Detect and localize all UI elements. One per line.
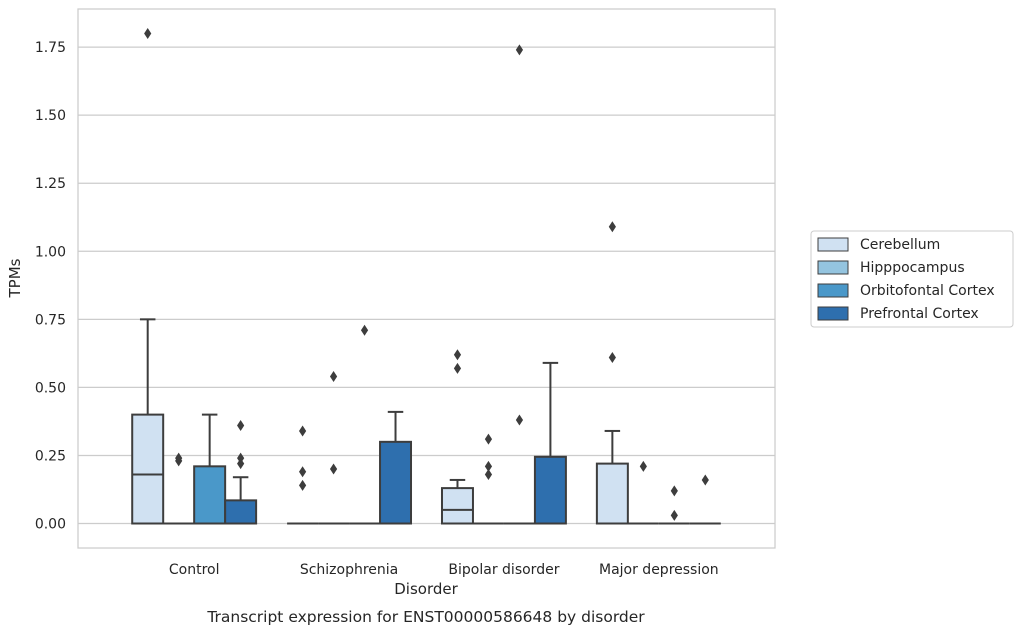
outlier-point xyxy=(237,420,245,431)
box-layer xyxy=(131,318,721,525)
outlier-point xyxy=(515,44,524,56)
box-group xyxy=(595,429,629,525)
box xyxy=(193,465,227,525)
outlier-point xyxy=(329,463,338,475)
box-group xyxy=(224,476,258,525)
legend-swatch xyxy=(817,237,849,252)
outlier-layer xyxy=(144,28,709,521)
legend-frame xyxy=(810,230,1014,328)
outlier-point xyxy=(453,362,462,374)
legend-label: Hipppocampus xyxy=(860,260,965,276)
legend-label: Cerebellum xyxy=(860,237,940,253)
outlier-point xyxy=(237,452,245,464)
x-tick-labels: Control Schizophrenia Bipolar disorder Majo… xyxy=(169,562,719,578)
outlier-point xyxy=(670,485,678,497)
outlier-point xyxy=(670,509,678,521)
legend-swatch xyxy=(817,283,849,298)
y-tick-label: 0.50 xyxy=(35,380,66,396)
x-tick-label: Control xyxy=(169,562,220,578)
box-group xyxy=(379,410,413,525)
box xyxy=(131,413,165,525)
outlier-point xyxy=(298,425,307,437)
chart-title: Transcript expression for ENST0000058664… xyxy=(206,608,645,626)
box xyxy=(440,487,474,525)
y-axis-label: TPMs xyxy=(6,258,24,298)
y-tick-label: 1.25 xyxy=(35,176,66,192)
box xyxy=(379,440,413,525)
box-group xyxy=(193,413,227,525)
y-tick-label: 0.00 xyxy=(35,517,66,533)
legend-swatch xyxy=(817,260,849,275)
outlier-point xyxy=(484,433,493,445)
plot-frame xyxy=(77,8,776,549)
outlier-point xyxy=(360,324,369,336)
outlier-point xyxy=(608,351,616,363)
legend-label: Orbitofontal Cortex xyxy=(860,283,995,299)
outlier-point xyxy=(608,221,616,233)
x-tick-label: Bipolar disorder xyxy=(448,562,559,578)
x-tick-label: Schizophrenia xyxy=(300,562,398,578)
outlier-point xyxy=(515,414,524,426)
outlier-point xyxy=(175,452,183,464)
y-tick-label: 1.00 xyxy=(35,244,66,260)
x-axis-label: Disorder xyxy=(394,580,458,598)
y-tick-label: 1.75 xyxy=(35,40,66,56)
box xyxy=(224,499,258,525)
outlier-point xyxy=(144,28,152,39)
box xyxy=(533,455,567,525)
y-tick-label: 0.75 xyxy=(35,312,66,328)
box xyxy=(595,462,629,525)
outlier-point xyxy=(298,466,307,478)
outlier-point xyxy=(298,479,307,491)
y-tick-label: 1.50 xyxy=(35,108,66,124)
y-tick-label: 0.25 xyxy=(35,448,66,464)
legend-items: Cerebellum Hipppocampus Orbitofontal Corte… xyxy=(817,237,995,322)
outlier-point xyxy=(639,460,647,472)
y-tick-labels: 0.00 0.25 0.50 0.75 1.00 1.25 1.50 1.75 xyxy=(35,40,66,532)
grid-layer xyxy=(78,46,775,525)
x-tick-label: Major depression xyxy=(599,562,719,578)
outlier-point xyxy=(453,349,462,361)
legend-label: Prefrontal Cortex xyxy=(860,306,979,322)
legend-swatch xyxy=(817,306,849,321)
outlier-point xyxy=(329,371,338,382)
legend[interactable]: Cerebellum Hipppocampus Orbitofontal Corte… xyxy=(810,230,1014,328)
box-group xyxy=(440,478,474,525)
box-group xyxy=(533,361,567,525)
outlier-point xyxy=(701,474,709,486)
outlier-point xyxy=(484,469,493,480)
outlier-point xyxy=(484,460,493,472)
box-group xyxy=(131,318,165,525)
